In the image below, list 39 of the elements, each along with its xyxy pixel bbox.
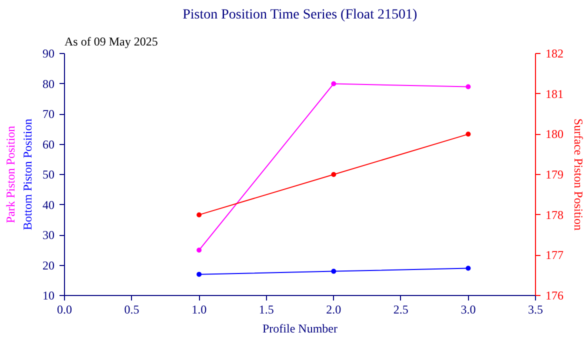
- y-tick-label: 20: [42, 258, 54, 272]
- y-tick-label: 70: [42, 107, 54, 121]
- y2-tick-label: 181: [546, 86, 564, 101]
- y-tick-label: 30: [42, 228, 54, 242]
- point: [331, 172, 336, 177]
- point: [331, 268, 336, 274]
- point: [466, 132, 471, 137]
- chart-subtitle: As of 09 May 2025: [64, 34, 158, 48]
- x-tick-label: 1.0: [192, 302, 207, 316]
- x-tick-label: 3.0: [460, 302, 476, 316]
- point: [196, 248, 202, 253]
- y-tick-label: 10: [42, 288, 54, 302]
- point: [196, 212, 202, 218]
- point: [466, 84, 471, 90]
- y2-tick-label: 182: [546, 46, 564, 60]
- text: Park Piston Position: [4, 126, 18, 224]
- y2-tick-label: 178: [546, 208, 564, 222]
- x-tick-label: 2.0: [326, 302, 342, 316]
- y-tick-label: 80: [42, 76, 54, 91]
- chart-title: Piston Position Time Series (Float 21501): [182, 8, 418, 22]
- x-tick-label: 1.5: [258, 302, 274, 316]
- y2-tick-label: 180: [546, 127, 564, 142]
- y-tick-label: 50: [42, 168, 54, 182]
- point: [466, 266, 471, 271]
- y-tick-label: 90: [42, 46, 54, 60]
- x-tick-label: 0.0: [57, 302, 72, 316]
- text: Bottom Piston Position: [20, 118, 34, 230]
- y2-tick-label: 177: [546, 248, 564, 262]
- x-axis-title: Profile Number: [262, 322, 338, 336]
- y-tick-label: 60: [42, 137, 54, 152]
- y2-tick-label: 176: [546, 288, 564, 302]
- x-tick-label: 0.5: [124, 302, 140, 316]
- point: [331, 81, 336, 86]
- point: [196, 272, 202, 277]
- x-tick-label: 3.5: [528, 302, 543, 316]
- x-tick-label: 2.5: [393, 302, 408, 316]
- y2-tick-label: 179: [546, 168, 564, 182]
- text: Surface Piston Position: [572, 118, 586, 231]
- y-tick-label: 40: [42, 198, 54, 212]
